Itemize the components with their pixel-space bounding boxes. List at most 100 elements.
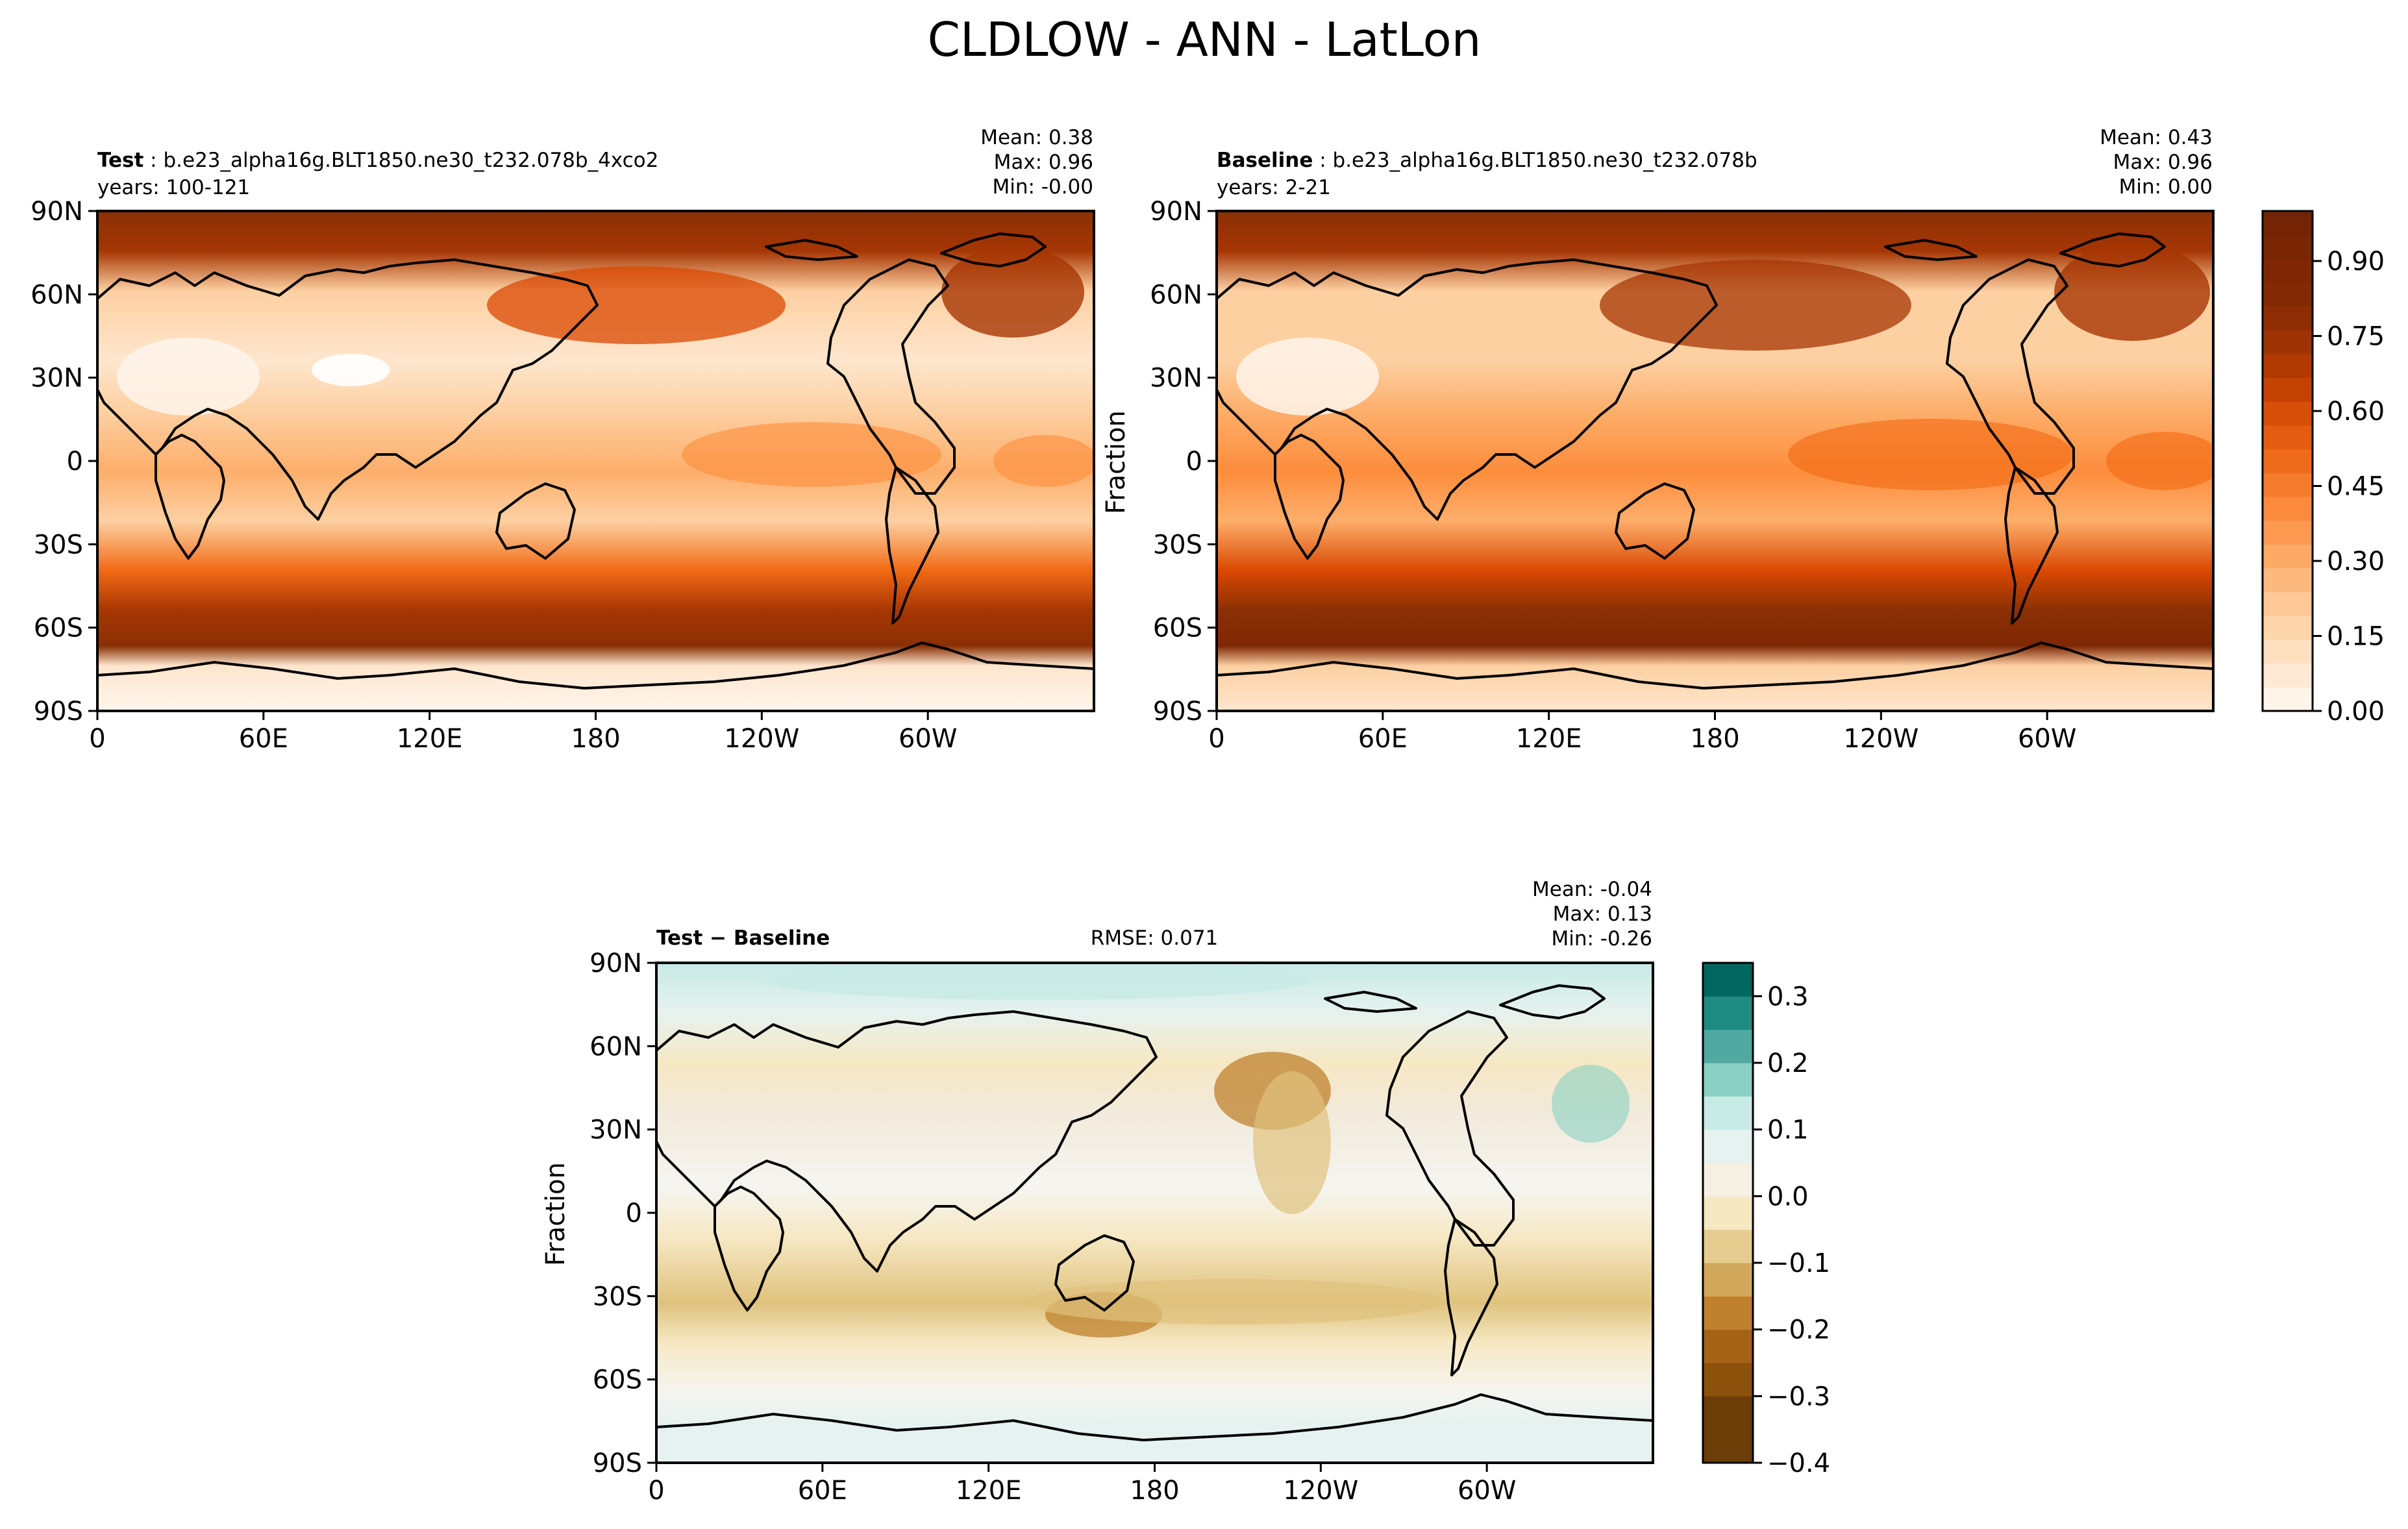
diverging-colorbar-block xyxy=(1703,1196,1753,1230)
sequential-colorbar-block xyxy=(2263,211,2313,236)
baseline-y-tick-label: 60N xyxy=(1150,280,1202,310)
sequential-colorbar-frame xyxy=(2261,210,2314,712)
difference-stat-max: Max: 0.13 xyxy=(1553,902,1652,926)
baseline-y-tick-label: 30N xyxy=(1150,364,1202,393)
sequential-colorbar-tick-label: 0.15 xyxy=(2327,622,2385,652)
diverging-colorbar-block xyxy=(1703,1063,1753,1097)
difference-coastlines xyxy=(656,984,1653,1441)
sequential-colorbar-block xyxy=(2263,615,2313,640)
test-feature-natl xyxy=(941,247,1084,338)
test-y-tick-label: 30N xyxy=(31,364,83,393)
sequential-colorbar-tick-label: 0.75 xyxy=(2327,322,2385,352)
baseline-feature-sepac xyxy=(1788,419,2074,490)
test-y-tick-label: 0 xyxy=(67,447,83,477)
difference-axes: 0 60E 120E 180 120W 60W 90N 60N 30N 0 30S 60S 90S xyxy=(590,949,1516,1506)
difference-feature-natl xyxy=(1552,1065,1630,1143)
test-y-tick-label: 60S xyxy=(34,614,83,643)
test-x-tick-label: 60W xyxy=(899,724,957,754)
difference-x-tick-label: 0 xyxy=(648,1476,664,1506)
difference-stat-min: Min: -0.26 xyxy=(1551,927,1652,951)
difference-y-tick-label: 0 xyxy=(626,1199,642,1228)
test-map xyxy=(97,211,1094,711)
diverging-colorbar-tick-label: −0.3 xyxy=(1767,1382,1830,1411)
difference-y-tick-label: 90N xyxy=(590,949,642,978)
difference-x-tick-label: 120W xyxy=(1283,1476,1358,1506)
sequential-colorbar-block xyxy=(2263,234,2313,259)
diverging-colorbar-tick-label: 0.0 xyxy=(1767,1182,1809,1212)
diverging-colorbar-tick-label: −0.1 xyxy=(1767,1249,1830,1278)
diverging-colorbar-block xyxy=(1703,996,1753,1030)
test-coastlines xyxy=(97,232,1094,690)
test-x-tick-label: 0 xyxy=(89,724,105,754)
difference-panel: Test − Baseline RMSE: 0.071 Mean: -0.04 … xyxy=(541,878,1654,1506)
baseline-label: Baseline : b.e23_alpha16g.BLT1850.ne30_t… xyxy=(1217,149,1757,172)
sequential-colorbar-block xyxy=(2263,377,2313,402)
sequential-colorbar-block xyxy=(2263,640,2313,664)
sequential-colorbar-ticks: 0.00 0.15 0.30 0.45 0.60 0.75 0.90 xyxy=(2313,247,2385,727)
difference-feature-arctic xyxy=(766,963,1311,1000)
sequential-colorbar: 0.00 0.15 0.30 0.45 0.60 0.75 0.90 xyxy=(2261,210,2385,727)
sequential-colorbar-tick-label: 0.30 xyxy=(2327,547,2385,577)
baseline-feature-sahara xyxy=(1236,338,1379,416)
difference-feature-so xyxy=(1026,1279,1441,1324)
test-x-tick-label: 60E xyxy=(239,724,288,754)
baseline-feature-seatl xyxy=(2106,432,2213,490)
difference-label: Test − Baseline xyxy=(656,926,830,950)
sequential-colorbar-block xyxy=(2263,591,2313,616)
baseline-axes: 0 60E 120E 180 120W 60W 90N 60N 30N 0 30S 60S 90S xyxy=(1150,197,2076,754)
diverging-colorbar-block xyxy=(1703,1229,1753,1263)
diverging-colorbar-block xyxy=(1703,1363,1753,1397)
diverging-colorbar-block xyxy=(1703,1129,1753,1163)
diverging-colorbar-block xyxy=(1703,963,1753,997)
sequential-colorbar-block xyxy=(2263,663,2313,688)
sequential-colorbar-block xyxy=(2263,354,2313,379)
test-stat-min: Min: -0.00 xyxy=(992,175,1093,199)
sequential-colorbar-block xyxy=(2263,258,2313,283)
sequential-colorbar-block xyxy=(2263,687,2313,712)
diverging-colorbar-tick-label: 0.2 xyxy=(1767,1049,1809,1078)
sequential-colorbar-block xyxy=(2263,568,2313,593)
difference-y-tick-label: 30N xyxy=(590,1115,642,1145)
diverging-colorbar-ticks: 0.3 0.2 0.1 0.0 −0.1 −0.2 −0.3 −0.4 xyxy=(1753,982,1830,1478)
test-x-tick-label: 120E xyxy=(397,724,463,754)
test-panel: Test : b.e23_alpha16g.BLT1850.ne30_t232.… xyxy=(31,126,1095,754)
difference-y-tick-label: 60N xyxy=(590,1032,642,1062)
diverging-colorbar-blocks xyxy=(1703,963,1753,1463)
baseline-y-tick-label: 30S xyxy=(1153,530,1202,560)
baseline-y-tick-label: 0 xyxy=(1186,447,1202,477)
sequential-colorbar-blocks xyxy=(2263,211,2313,712)
sequential-colorbar-block xyxy=(2263,425,2313,450)
diverging-colorbar-block xyxy=(1703,1096,1753,1130)
diverging-colorbar-tick-label: 0.3 xyxy=(1767,982,1809,1012)
diverging-colorbar-tick-label: −0.4 xyxy=(1767,1448,1830,1478)
baseline-x-tick-label: 180 xyxy=(1690,724,1739,754)
difference-x-tick-label: 120E xyxy=(956,1476,1022,1506)
difference-field xyxy=(656,963,1653,1463)
test-y-tick-label: 90S xyxy=(34,697,83,727)
difference-feature-npac-band xyxy=(1253,1071,1331,1214)
baseline-y-tick-label: 90S xyxy=(1153,697,1202,727)
test-label: Test : b.e23_alpha16g.BLT1850.ne30_t232.… xyxy=(97,149,658,172)
baseline-x-tick-label: 60W xyxy=(2018,724,2076,754)
baseline-x-tick-label: 120E xyxy=(1516,724,1582,754)
test-years: years: 100-121 xyxy=(97,176,250,199)
test-x-tick-label: 180 xyxy=(571,724,620,754)
difference-map xyxy=(656,963,1653,1463)
diverging-colorbar-frame xyxy=(1702,962,1754,1464)
baseline-x-tick-label: 120W xyxy=(1843,724,1918,754)
baseline-y-tick-label: 90N xyxy=(1150,197,1202,227)
baseline-map xyxy=(1217,211,2213,711)
difference-x-tick-label: 180 xyxy=(1130,1476,1179,1506)
baseline-feature-natl xyxy=(2054,243,2210,341)
sequential-colorbar-tick-label: 0.60 xyxy=(2327,397,2385,427)
figure-title: CLDLOW - ANN - LatLon xyxy=(928,12,1482,67)
diverging-colorbar-block xyxy=(1703,1296,1753,1330)
sequential-colorbar-block xyxy=(2263,544,2313,569)
sequential-colorbar-tick-label: 0.00 xyxy=(2327,697,2385,727)
test-y-tick-label: 90N xyxy=(31,197,83,227)
diverging-colorbar-block xyxy=(1703,1396,1753,1430)
diverging-colorbar-block xyxy=(1703,1329,1753,1363)
sequential-colorbar-block xyxy=(2263,449,2313,473)
test-y-tick-label: 60N xyxy=(31,280,83,310)
